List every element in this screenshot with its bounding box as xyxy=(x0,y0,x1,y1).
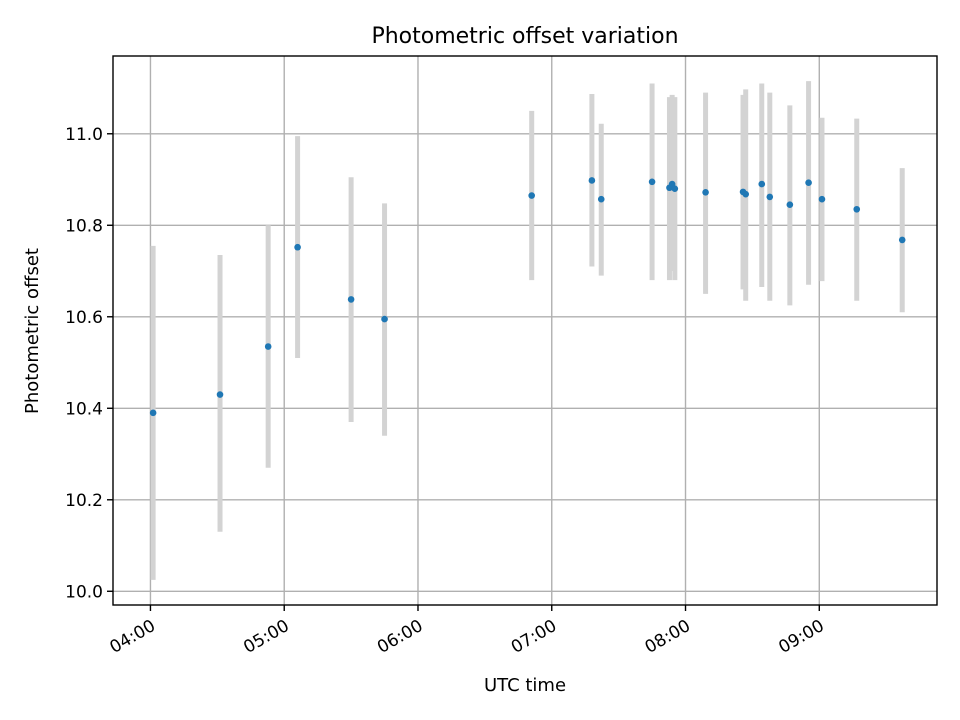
grid-lines xyxy=(113,56,937,605)
y-tick-label: 10.0 xyxy=(65,582,103,602)
chart-title: Photometric offset variation xyxy=(371,24,678,49)
y-axis-label: Photometric offset xyxy=(22,248,43,414)
data-point xyxy=(588,177,596,184)
data-points xyxy=(149,177,906,417)
data-point xyxy=(294,243,301,251)
data-point xyxy=(381,315,388,323)
data-point xyxy=(766,193,774,201)
y-tick-label: 10.6 xyxy=(65,308,103,328)
x-axis-label: UTC time xyxy=(484,675,566,696)
y-tick-label: 10.2 xyxy=(65,491,103,511)
y-tick-label: 11.0 xyxy=(65,125,103,145)
data-point xyxy=(528,192,535,199)
data-point xyxy=(671,185,679,192)
data-point xyxy=(347,296,355,303)
data-point xyxy=(216,391,224,398)
data-point xyxy=(648,178,656,186)
data-point xyxy=(702,189,709,196)
data-point xyxy=(786,201,794,208)
data-point xyxy=(898,236,906,244)
data-point xyxy=(818,195,826,203)
y-tick-label: 10.8 xyxy=(65,216,103,236)
data-point xyxy=(853,205,861,213)
data-point xyxy=(758,180,766,188)
y-tick-label: 10.4 xyxy=(65,399,103,419)
data-point xyxy=(805,179,812,187)
plot-frame xyxy=(112,55,938,606)
data-point xyxy=(597,195,605,203)
data-point xyxy=(149,409,157,417)
data-point xyxy=(742,190,750,198)
data-point xyxy=(264,343,272,350)
